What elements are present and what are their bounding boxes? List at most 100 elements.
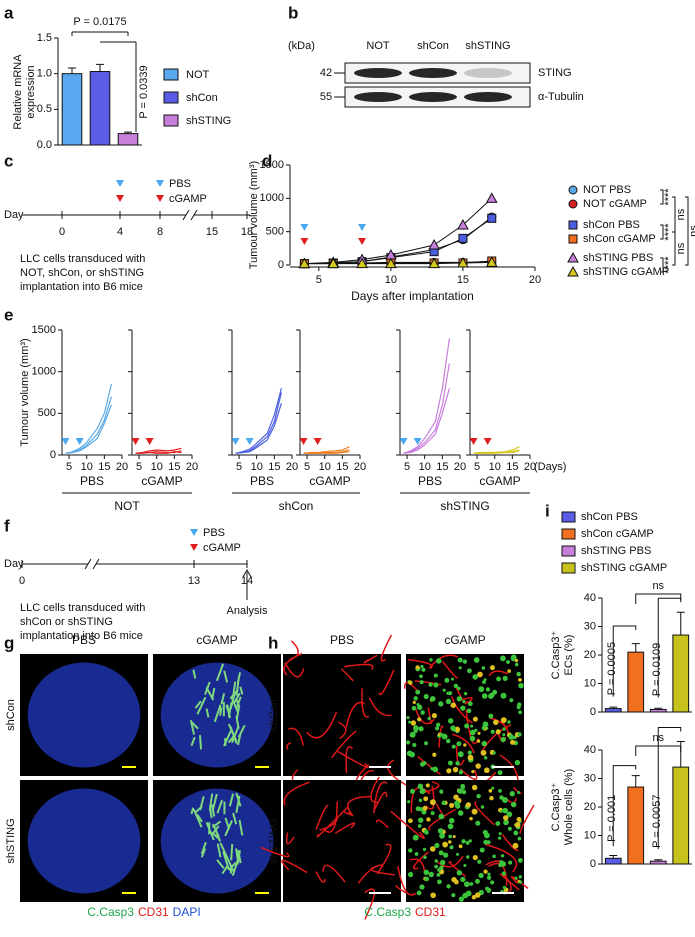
significance: ****: [663, 223, 675, 241]
x-tick-label: 5: [236, 461, 242, 473]
column-label: PBS: [72, 633, 96, 647]
micrograph: [283, 780, 401, 902]
band: [354, 92, 402, 102]
x-tick-label: 20: [116, 461, 128, 473]
note: implantation into B6 mice: [20, 630, 143, 642]
cgamp-marker: [190, 544, 198, 551]
bar: [89, 71, 111, 146]
vessel: [323, 801, 338, 833]
vessel: [338, 721, 347, 740]
treatment-label: PBS: [169, 178, 191, 190]
significance: ns: [675, 208, 687, 220]
vessel: [283, 781, 310, 806]
vessel: [316, 805, 349, 838]
casp3: [461, 786, 465, 790]
error-bar: [609, 706, 618, 709]
x-tick-label: 15: [336, 461, 348, 473]
stain: [226, 856, 235, 872]
x-tick-label: 15: [457, 274, 469, 286]
stain: [219, 707, 223, 716]
vessel: [315, 804, 329, 830]
casp3: [465, 802, 472, 808]
vessel: [260, 846, 290, 858]
panel-label: a: [4, 3, 14, 22]
vessel: [434, 855, 464, 868]
treatment-marker: [413, 438, 422, 445]
vessel: [322, 864, 346, 883]
x-tick-label: 15: [98, 461, 110, 473]
casp3: [429, 695, 436, 702]
bracket: [657, 597, 682, 698]
casp3: [455, 803, 461, 809]
x-tick-label: 10: [81, 461, 93, 473]
vessel: [334, 822, 356, 834]
casp3: [430, 811, 435, 816]
casp3: [419, 807, 424, 812]
stain: [216, 799, 224, 814]
error-bar: [124, 131, 132, 134]
casp3: [502, 885, 507, 890]
casp3: [495, 821, 501, 826]
casp3: [493, 719, 499, 726]
casp3: [411, 705, 417, 711]
y-tick-label: 1000: [260, 192, 284, 204]
casp3: [463, 863, 467, 867]
stain: [208, 793, 214, 811]
casp3: [430, 767, 434, 771]
casp3: [468, 839, 472, 843]
casp3: [422, 805, 428, 811]
y-tick-label: 0: [50, 449, 56, 461]
vessel: [370, 865, 395, 876]
x-tick-label: 5: [304, 461, 310, 473]
casp3: [489, 665, 495, 671]
micrograph: [283, 654, 401, 776]
note: implantation into B6 mice: [20, 281, 143, 293]
casp3: [418, 726, 424, 732]
legend-label: shCon: [186, 92, 218, 104]
casp3: [502, 727, 506, 731]
casp3: [456, 870, 463, 876]
micrograph: [406, 654, 524, 776]
casp3: [436, 722, 441, 727]
stain: [239, 686, 244, 695]
casp3: [469, 816, 473, 821]
vessel: [344, 663, 374, 671]
legend-label: shSTING PBS: [583, 252, 653, 264]
casp3: [438, 701, 444, 707]
scale-bar: [122, 892, 136, 894]
row-label: shSTING: [5, 818, 17, 863]
y-tick-label: 1500: [32, 324, 56, 336]
casp3: [422, 760, 427, 766]
vessel: [285, 832, 295, 845]
casp3: [475, 763, 481, 769]
casp3: [483, 756, 488, 760]
casp3: [477, 731, 481, 735]
p-value: P = 0.0109: [651, 643, 663, 696]
casp3: [483, 839, 489, 845]
bar: [649, 708, 667, 713]
casp3: [518, 682, 524, 689]
casp3: [417, 704, 423, 710]
sig-bracket: [660, 224, 664, 240]
casp3: [408, 848, 413, 853]
x-tick-label: 10: [489, 461, 501, 473]
casp3: [419, 788, 426, 795]
casp3: [466, 855, 470, 859]
stain-name: DAPI: [173, 905, 201, 919]
vessel: [510, 875, 529, 889]
casp3: [451, 893, 456, 898]
casp3: [517, 857, 523, 863]
day-tick-label: 15: [206, 226, 218, 238]
legend-swatch: [163, 91, 179, 104]
p-value: P = 0.001: [606, 795, 618, 842]
stain: [200, 848, 207, 858]
casp3: [472, 674, 479, 680]
casp3: [445, 738, 451, 744]
treatment-label: cGAMP: [309, 474, 350, 488]
casp3: [442, 841, 449, 848]
y-tick-label: 30: [584, 772, 596, 784]
casp3: [447, 718, 454, 724]
casp3: [415, 665, 420, 670]
casp3: [423, 694, 429, 700]
row-label: shSTING: [268, 818, 280, 863]
